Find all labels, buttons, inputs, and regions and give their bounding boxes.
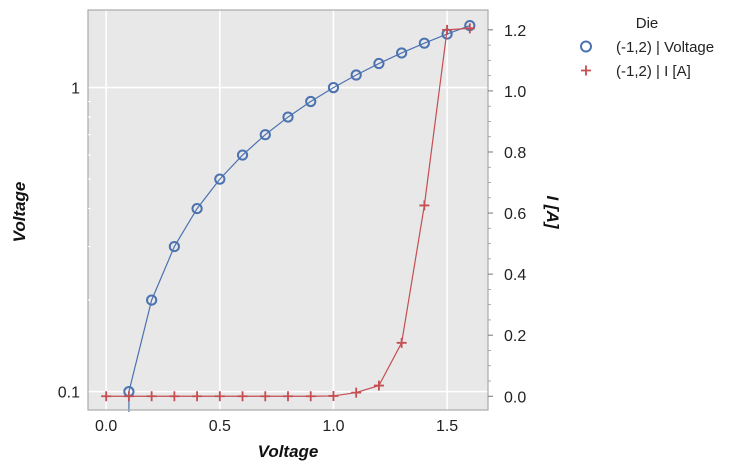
data-point-current [123,391,134,402]
data-point-current [283,391,293,402]
y-right-tick-label: 0.0 [504,389,526,406]
data-point-voltage [282,111,294,123]
data-point-current [169,391,180,402]
data-point-voltage [327,82,340,94]
data-point-current [260,391,271,402]
data-point-voltage [305,95,317,108]
plot-frame [87,9,489,411]
data-point-voltage [418,37,430,49]
data-point-current [419,200,430,211]
y-right-tick-label: 0.2 [504,328,526,345]
data-point-voltage [396,47,408,59]
y-right-tick-label: 0.8 [504,145,526,162]
y-left-axis-title: Voltage [10,182,29,243]
data-point-current [351,387,362,398]
data-point-current [328,390,339,401]
data-point-current [442,24,453,35]
data-point-current [305,391,316,402]
y-right-axis-title: I [A] [543,195,562,229]
data-point-current [214,391,225,402]
y-right-tick-label: 0.6 [504,206,526,223]
legend-label-current: (-1,2) | I [A] [616,63,691,80]
legend-title: Die [636,15,659,32]
y-right-tick-label: 1.2 [504,23,526,40]
x-tick-label: 1.5 [436,418,458,435]
y-left-tick-label: 1 [71,81,80,98]
y-right-tick-label: 1.0 [504,84,526,101]
y-left-tick-label: 0.1 [58,385,80,402]
data-point-voltage [236,149,249,161]
data-point-voltage [146,294,158,306]
data-point-current [396,337,407,348]
legend: Die (-1,2) | Voltage (-1,2) | I [A] [580,15,714,80]
data-point-voltage [214,173,226,185]
x-axis-title: Voltage [258,442,319,461]
x-tick-label: 0.0 [95,418,117,435]
data-point-current [192,391,203,402]
data-point-current [237,391,248,402]
plot-area [88,10,488,410]
data-point-voltage [373,57,385,70]
data-point-voltage [350,69,362,81]
legend-label-voltage: (-1,2) | Voltage [616,39,714,56]
data-point-current [146,391,157,402]
series-line-0 [128,24,471,412]
legend-marker-current [581,65,591,76]
data-point-voltage [168,240,180,253]
data-point-current [373,380,384,391]
legend-marker-voltage [580,40,592,53]
data-point-voltage [259,129,271,141]
y-right-tick-label: 0.4 [504,267,526,284]
data-point-voltage [191,202,203,215]
x-tick-label: 1.0 [322,418,344,435]
x-tick-label: 0.5 [209,418,231,435]
data-point-current [101,391,112,402]
data-point-current [464,23,475,34]
